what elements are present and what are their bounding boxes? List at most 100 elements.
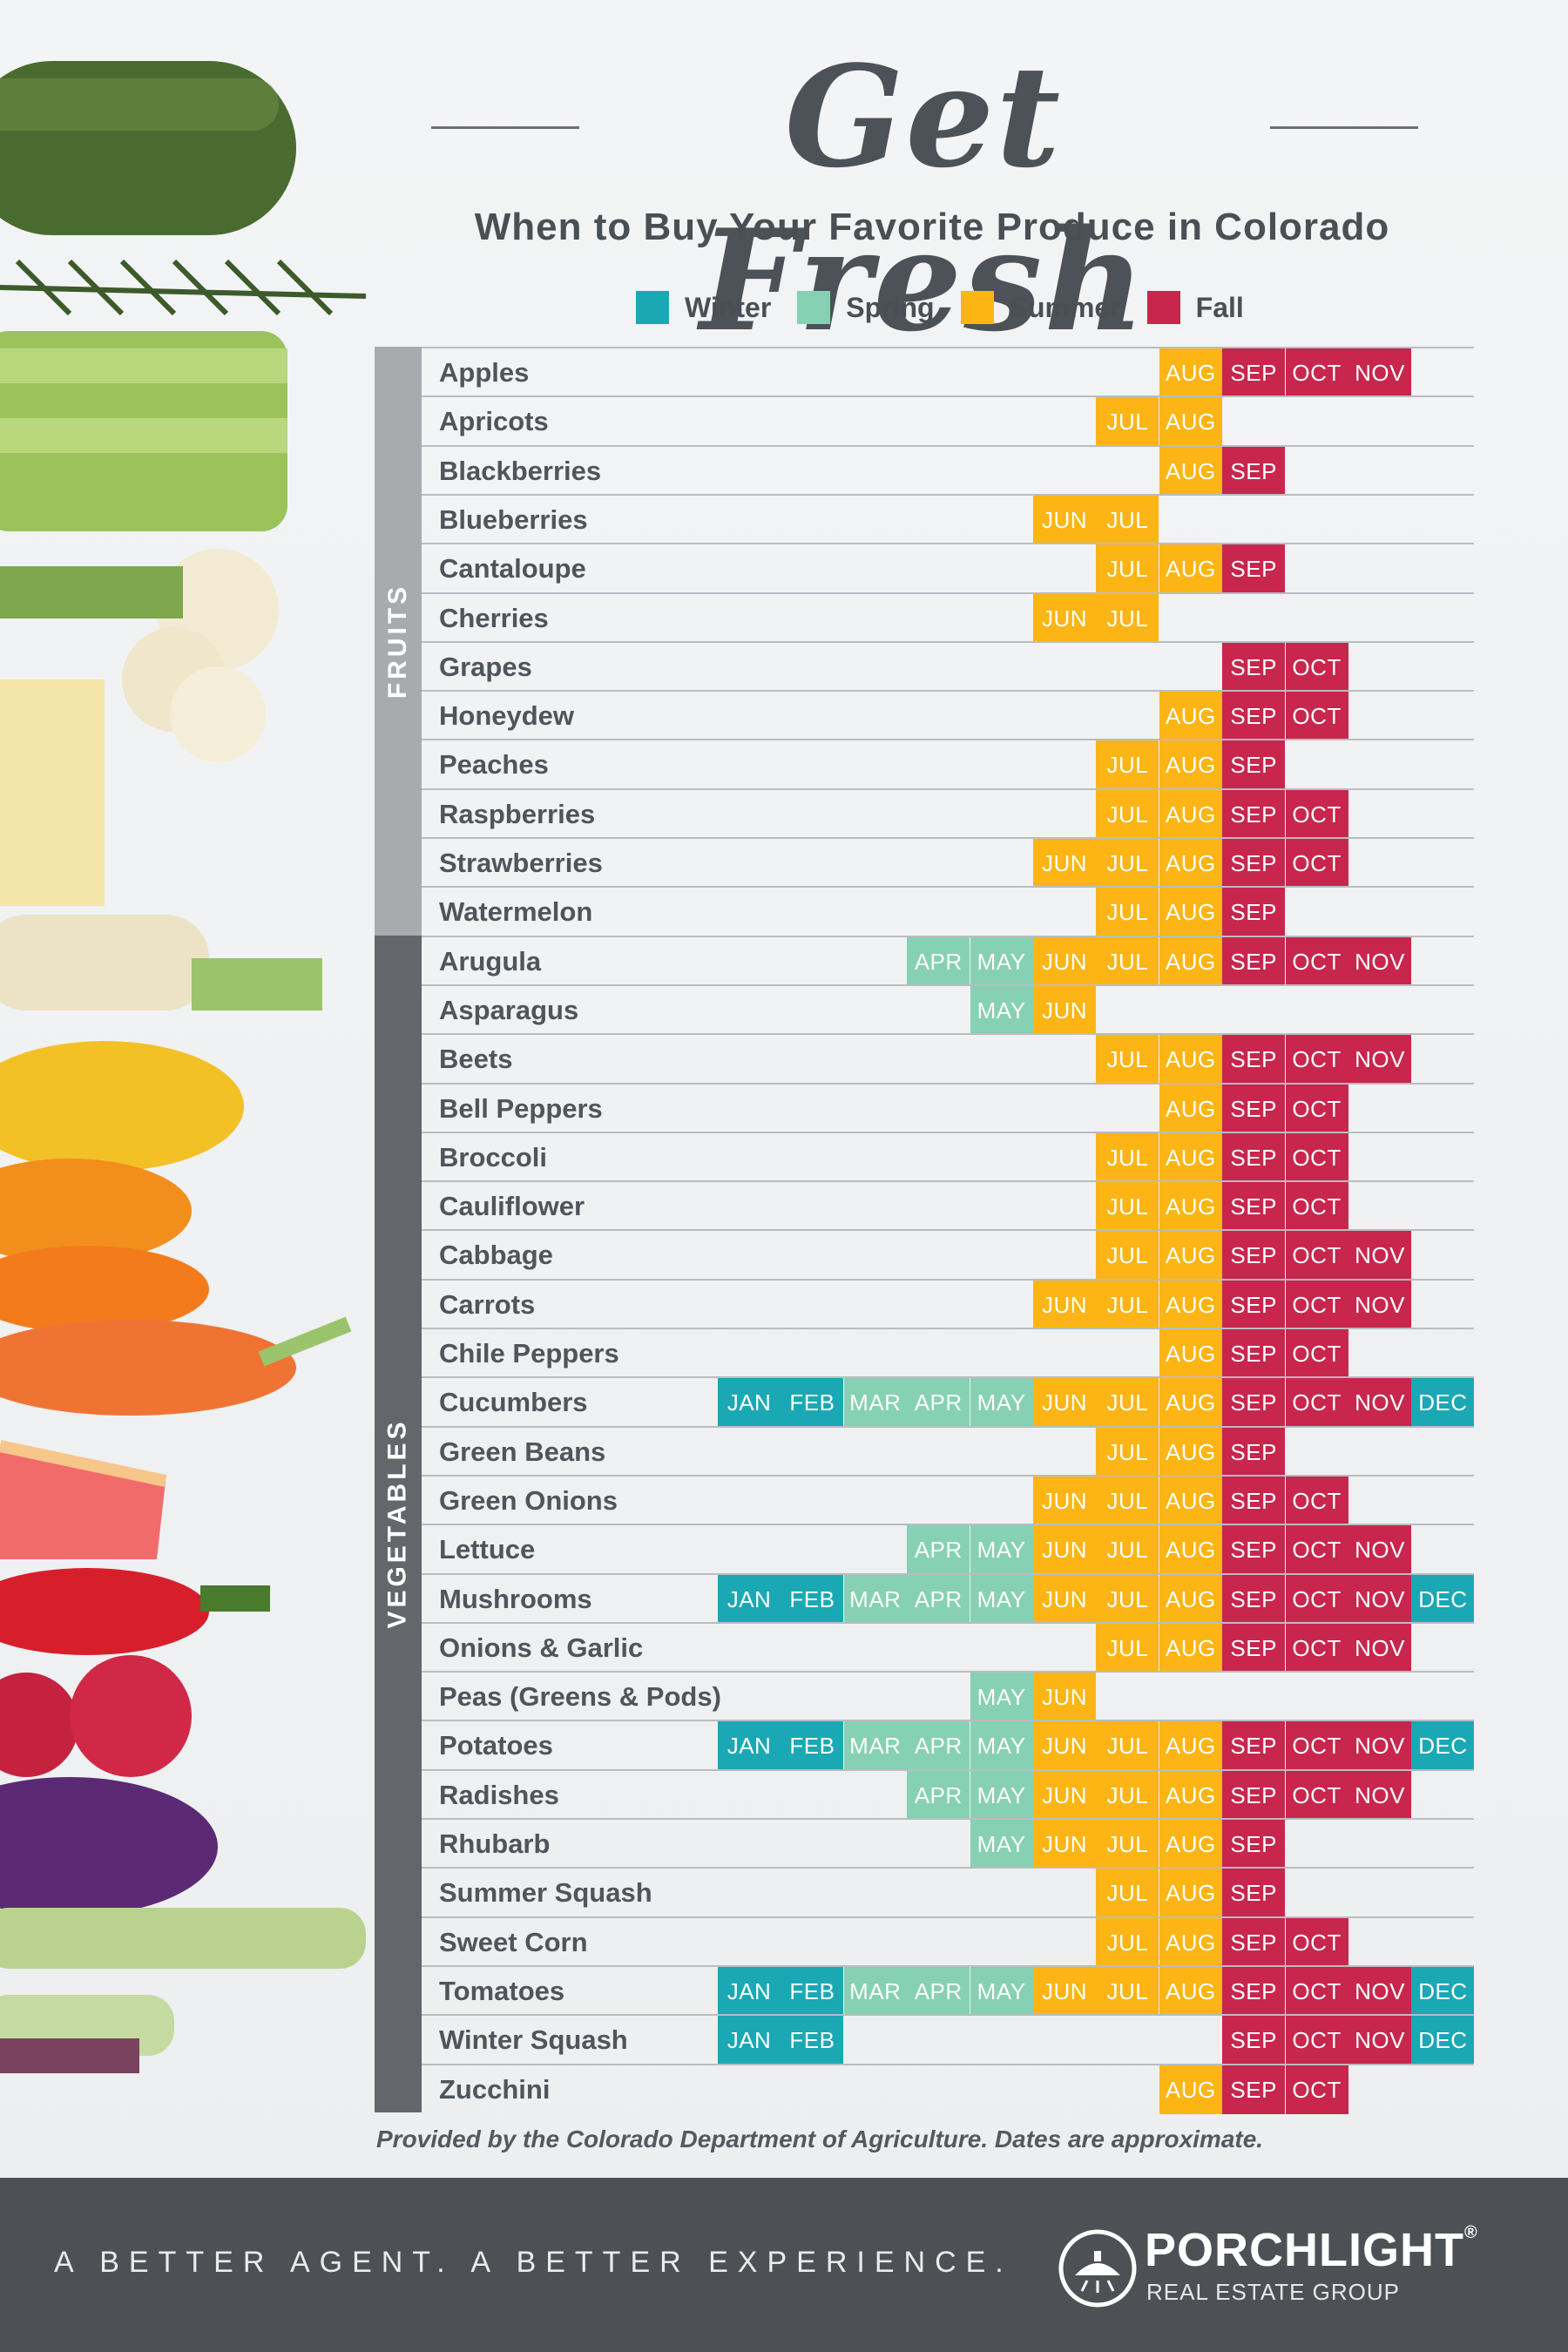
month-cell-apr: APR <box>907 936 970 986</box>
legend-swatch <box>960 291 994 324</box>
produce-name: Beets <box>439 1044 513 1075</box>
month-cell-may: MAY <box>970 985 1033 1035</box>
month-cell-aug: AUG <box>1159 1427 1222 1477</box>
month-cell-jul: JUL <box>1096 936 1159 986</box>
produce-row: Cauliflower JUL AUG SEP OCT <box>422 1180 1474 1232</box>
month-cell-oct: OCT <box>1285 348 1348 397</box>
category-label: FRUITS <box>375 347 422 936</box>
produce-row: Green Beans JUL AUG SEP <box>422 1425 1474 1477</box>
produce-name: Green Onions <box>439 1484 618 1516</box>
month-cell-feb: FEB <box>781 1574 844 1624</box>
month-cell-oct: OCT <box>1285 1329 1348 1378</box>
month-cell-may: MAY <box>970 1525 1033 1575</box>
month-cell-oct: OCT <box>1285 936 1348 986</box>
produce-name: Green Beans <box>439 1436 606 1467</box>
produce-name: Peas (Greens & Pods) <box>439 1681 721 1713</box>
produce-name: Potatoes <box>439 1730 553 1761</box>
month-cell-sep: SEP <box>1222 1869 1286 1918</box>
month-cell-jun: JUN <box>1033 1673 1096 1722</box>
month-cell-jul: JUL <box>1096 495 1159 544</box>
produce-row: Blueberries JUN JUL <box>422 493 1474 544</box>
month-cell-may: MAY <box>970 1820 1033 1869</box>
month-cell-jul: JUL <box>1096 1820 1159 1869</box>
legend-label: Fall <box>1195 291 1244 323</box>
brand-name: PORCHLIGHT <box>1145 2224 1464 2276</box>
category-label: VEGETABLES <box>375 936 422 2112</box>
produce-name: Peaches <box>439 749 549 781</box>
month-cell-oct: OCT <box>1285 789 1348 839</box>
month-cell-jun: JUN <box>1033 495 1096 544</box>
produce-name: Lettuce <box>439 1534 536 1565</box>
month-cell-nov: NOV <box>1348 2016 1411 2065</box>
month-cell-jul: JUL <box>1096 740 1159 790</box>
produce-row: Strawberries JUN JUL AUG SEP OCT <box>422 837 1474 888</box>
season-legend: Winter Spring Summer Fall <box>636 291 1244 324</box>
footer <box>0 2178 1568 2352</box>
legend-label: Summer <box>1009 291 1121 323</box>
produce-name: Asparagus <box>439 994 579 1025</box>
month-cell-oct: OCT <box>1285 1476 1348 1525</box>
legend-item-winter: Winter <box>636 291 771 324</box>
month-cell-aug: AUG <box>1159 1770 1222 1820</box>
produce-row: Raspberries JUL AUG SEP OCT <box>422 787 1474 839</box>
month-cell-nov: NOV <box>1348 1035 1411 1085</box>
month-cell-jun: JUN <box>1033 1966 1096 2016</box>
legend-item-fall: Fall <box>1146 291 1244 324</box>
month-cell-jun: JUN <box>1033 1770 1096 1820</box>
month-cell-nov: NOV <box>1348 1966 1411 2016</box>
produce-illustration <box>0 61 367 2073</box>
month-cell-aug: AUG <box>1159 1917 1222 1967</box>
month-cell-apr: APR <box>907 1378 970 1428</box>
produce-name: Onions & Garlic <box>439 1632 644 1663</box>
produce-row: Rhubarb MAY JUN JUL AUG SEP <box>422 1818 1474 1869</box>
month-cell-aug: AUG <box>1159 446 1222 496</box>
month-cell-sep: SEP <box>1222 1917 1286 1967</box>
month-cell-jul: JUL <box>1096 1966 1159 2016</box>
porchlight-logo[interactable]: PORCHLIGHT® REAL ESTATE GROUP <box>1056 2223 1491 2319</box>
legend-item-summer: Summer <box>960 291 1121 324</box>
month-cell-sep: SEP <box>1222 936 1286 986</box>
month-cell-jun: JUN <box>1033 1525 1096 1575</box>
month-cell-may: MAY <box>970 1378 1033 1428</box>
produce-row: Asparagus MAY JUN <box>422 983 1474 1035</box>
produce-row: Apricots JUL AUG <box>422 395 1474 447</box>
page-subtitle: When to Buy Your Favorite Produce in Col… <box>474 206 1390 248</box>
month-cell-apr: APR <box>907 1574 970 1624</box>
month-cell-aug: AUG <box>1159 1280 1222 1329</box>
produce-calendar: Apples AUG SEP OCT NOV Apricots JUL AUG Blackber… <box>375 347 1475 2114</box>
month-cell-jul: JUL <box>1096 1476 1159 1525</box>
month-cell-mar: MAR <box>843 1378 907 1428</box>
produce-row: Watermelon JUL AUG SEP <box>422 886 1474 937</box>
month-cell-oct: OCT <box>1285 1525 1348 1575</box>
produce-row: Broccoli JUL AUG SEP OCT <box>422 1131 1474 1182</box>
month-cell-oct: OCT <box>1285 1182 1348 1232</box>
month-cell-jun: JUN <box>1033 936 1096 986</box>
month-cell-aug: AUG <box>1159 1231 1222 1281</box>
month-cell-oct: OCT <box>1285 1917 1348 1967</box>
month-cell-jun: JUN <box>1033 839 1096 888</box>
month-cell-jan: JAN <box>718 2016 781 2065</box>
month-cell-oct: OCT <box>1285 1084 1348 1133</box>
produce-row: Beets JUL AUG SEP OCT NOV <box>422 1033 1474 1085</box>
month-cell-dec: DEC <box>1411 1378 1475 1428</box>
produce-row: Blackberries AUG SEP <box>422 444 1474 496</box>
month-cell-feb: FEB <box>781 1721 844 1771</box>
month-cell-oct: OCT <box>1285 1035 1348 1085</box>
month-cell-aug: AUG <box>1159 544 1222 594</box>
month-cell-aug: AUG <box>1159 1084 1222 1133</box>
produce-row: Cucumbers JAN FEB MAR APR MAY JUN JUL AUG SEP OCT N… <box>422 1376 1475 1428</box>
month-cell-aug: AUG <box>1159 1132 1222 1182</box>
produce-name: Mushrooms <box>439 1583 592 1614</box>
month-cell-aug: AUG <box>1159 1035 1222 1085</box>
month-cell-oct: OCT <box>1285 2016 1348 2065</box>
month-cell-aug: AUG <box>1159 1721 1222 1771</box>
month-cell-mar: MAR <box>843 1574 907 1624</box>
month-cell-may: MAY <box>970 936 1033 986</box>
month-cell-nov: NOV <box>1348 1231 1411 1281</box>
month-cell-sep: SEP <box>1222 1820 1286 1869</box>
month-cell-jun: JUN <box>1033 1378 1096 1428</box>
month-cell-aug: AUG <box>1159 1869 1222 1918</box>
produce-row: Tomatoes JAN FEB MAR APR MAY JUN JUL AUG SEP OCT NO… <box>422 1964 1475 2016</box>
month-cell-jul: JUL <box>1096 1231 1159 1281</box>
produce-name: Rhubarb <box>439 1828 551 1859</box>
